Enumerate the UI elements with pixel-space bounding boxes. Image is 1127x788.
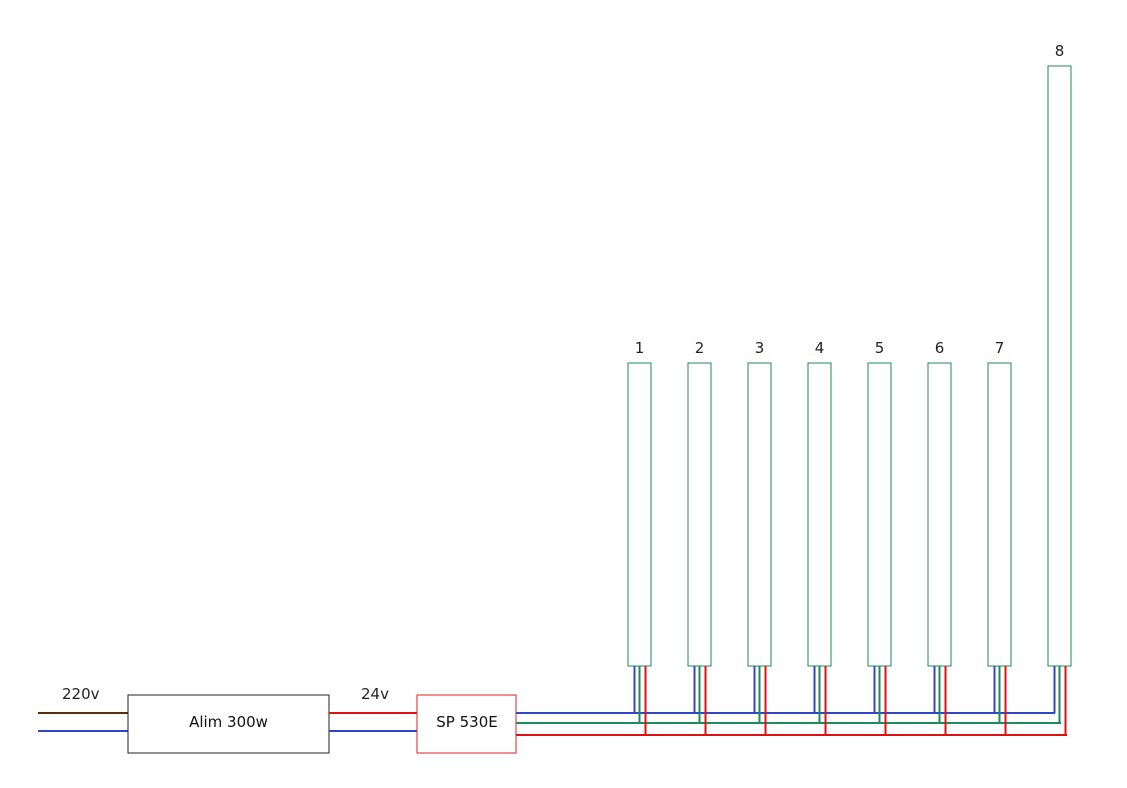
led-strip-4: 4 [807,339,832,735]
power-supply-label: Alim 300w [189,713,268,731]
led-strip-body [927,362,952,667]
led-strip-body [987,362,1012,667]
led-strip-body [807,362,832,667]
led-strip-7: 7 [987,339,1012,735]
led-strip-body [687,362,712,667]
led-strip-body [747,362,772,667]
led-strip-2: 2 [687,339,712,735]
led-strip-3: 3 [747,339,772,735]
led-strip-label: 3 [755,339,765,357]
led-strip-8: 8 [1047,42,1072,735]
led-strip-label: 8 [1055,42,1065,60]
led-strip-5: 5 [867,339,892,735]
led-strip-label: 2 [695,339,705,357]
led-strip-body [867,362,892,667]
power-supply-box [127,694,330,754]
led-strip-1: 1 [627,339,652,735]
output-voltage-label: 24v [361,685,389,703]
led-strip-label: 7 [995,339,1005,357]
led-strip-6: 6 [927,339,952,735]
led-strip-body [1047,65,1072,667]
input-voltage-label: 220v [62,685,100,703]
led-strip-label: 1 [635,339,645,357]
led-strip-label: 4 [815,339,825,357]
led-strip-body [627,362,652,667]
controller-label: SP 530E [436,713,497,731]
controller-box [416,694,517,754]
led-strip-label: 5 [875,339,885,357]
led-strip-label: 6 [935,339,945,357]
